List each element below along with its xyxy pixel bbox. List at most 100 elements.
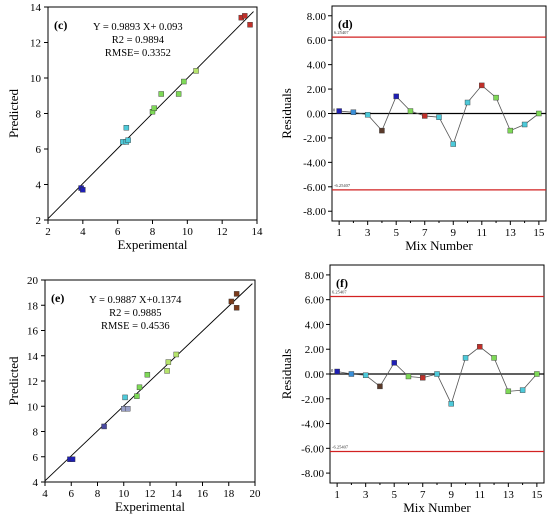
x-tick-label: 3 [365, 227, 371, 239]
residual-point [364, 112, 371, 118]
x-tick-label: 12 [145, 488, 156, 500]
equation-annotation: R2 = 0.9885 [109, 308, 161, 319]
y-tick-label: 6 [36, 144, 42, 156]
panel-c: 2 4 6 8 10 12 14 2 4 6 8 10 12 14 Experimental Predicte… [0, 0, 275, 258]
y-tick-label: 12 [30, 38, 41, 50]
y-tick-label: 0.00 [307, 109, 327, 121]
residual-point [479, 82, 485, 89]
y-tick-label: 14 [27, 351, 39, 363]
x-axis-title: Mix Number [405, 238, 473, 253]
residual-point [393, 93, 399, 100]
x-tick-label: 7 [420, 489, 426, 501]
y-tick-label: 4 [36, 180, 42, 192]
residual-point [348, 371, 355, 377]
limit-label: -6.25407 [334, 183, 351, 188]
x-tick-label: 5 [393, 227, 399, 239]
x-tick-label: 13 [505, 227, 517, 239]
data-point [69, 456, 76, 462]
x-tick-label: 6 [115, 226, 121, 238]
limit-label: 6.25407 [334, 30, 349, 35]
data-point [164, 368, 170, 374]
zero-line-label: 0 [333, 108, 336, 113]
x-tick-label: 13 [503, 489, 515, 501]
panel-e: 4 6 8 10 12 14 16 18 20 4 6 8 10 12 14 16 18 20 Experiment… [0, 258, 275, 517]
panel-f: 1 3 5 7 9 11 13 15 8.00 6.00 4.00 2.00 0.00 -2.00 -4.0… [275, 258, 550, 517]
data-point [134, 393, 140, 399]
equation-annotation: RMSE= 0.3352 [105, 48, 171, 59]
y-tick-label: 6.00 [307, 35, 327, 47]
equation-annotation: RMSE = 0.4536 [101, 321, 170, 332]
x-tick-label: 20 [250, 488, 262, 500]
y-tick-label: 4 [33, 477, 39, 489]
y-axis-title: Predicted [6, 88, 21, 138]
residual-point [493, 94, 499, 101]
y-tick-label: -4.00 [301, 419, 324, 431]
y-tick-label: 18 [27, 300, 39, 312]
y-tick-label: 8 [33, 427, 39, 439]
y-axis-title: Residuals [279, 88, 294, 139]
y-tick-label: 12 [27, 376, 38, 388]
y-tick-label: 2 [36, 215, 42, 227]
y-tick-label: -6.00 [303, 182, 326, 194]
fit-line [47, 11, 254, 220]
y-tick-label: -4.00 [303, 157, 326, 169]
y-tick-label: 8 [36, 109, 42, 121]
x-tick-label: 11 [475, 489, 486, 501]
x-axis-title: Experimental [115, 499, 185, 514]
residual-point [379, 127, 385, 134]
data-point [151, 105, 157, 111]
residual-point [422, 113, 428, 119]
x-tick-label: 8 [150, 226, 156, 238]
x-tick-label: 1 [334, 489, 340, 501]
residual-point [462, 355, 469, 361]
data-point [242, 13, 248, 19]
panel-label: (f) [336, 276, 348, 290]
scatter-chart-c: 2 4 6 8 10 12 14 2 4 6 8 10 12 14 Experimental Predicte… [6, 2, 263, 252]
residual-point [436, 114, 442, 120]
panel-label: (e) [51, 291, 64, 305]
data-point [124, 406, 131, 412]
equation-annotation: R2 = 0.9894 [112, 35, 165, 46]
x-tick-label: 4 [42, 488, 48, 500]
panel-label: (d) [338, 17, 353, 31]
fit-line [44, 283, 253, 482]
residual-point [519, 387, 526, 393]
panel-d: 1 3 5 7 9 11 13 15 8.00 6.00 4.00 2.00 0.00 -2.00 -4.0… [275, 0, 550, 258]
y-tick-label: -2.00 [301, 394, 324, 406]
data-point [181, 78, 187, 85]
data-point [233, 291, 240, 297]
x-tick-label: 2 [45, 226, 51, 238]
y-axis-title: Predicted [6, 356, 21, 406]
y-tick-label: 0.00 [305, 369, 325, 381]
x-tick-label: 12 [217, 226, 228, 238]
data-point [122, 394, 128, 401]
y-tick-label: -6.00 [301, 443, 324, 455]
x-tick-label: 14 [171, 488, 183, 500]
y-tick-label: 10 [30, 73, 42, 85]
panel-label: (c) [54, 18, 67, 32]
x-axis-title: Mix Number [403, 500, 471, 515]
scatter-chart-e: 4 6 8 10 12 14 16 18 20 4 6 8 10 12 14 16 18 20 Experiment… [6, 275, 262, 514]
residual-point [464, 99, 471, 106]
data-point [158, 91, 164, 97]
residual-point [405, 373, 412, 380]
residual-point [334, 368, 340, 375]
y-tick-label: 10 [27, 401, 39, 413]
limit-label: -6.25407 [332, 444, 349, 449]
data-point [123, 124, 130, 131]
residual-point [391, 360, 397, 366]
y-tick-label: -8.00 [303, 206, 326, 218]
data-point [80, 187, 86, 193]
equation-annotation: Y = 0.9893 X+ 0.093 [93, 22, 183, 33]
residual-point [505, 388, 512, 395]
y-tick-label: 8.00 [305, 270, 325, 282]
x-tick-label: 9 [451, 227, 457, 239]
data-point [193, 68, 199, 74]
zero-line-label: 0 [331, 368, 334, 373]
y-tick-label: 2.00 [305, 344, 325, 356]
data-point [144, 371, 151, 378]
residual-point [534, 371, 540, 377]
residual-point [350, 109, 357, 115]
x-tick-label: 18 [223, 488, 235, 500]
residual-point [448, 401, 454, 407]
